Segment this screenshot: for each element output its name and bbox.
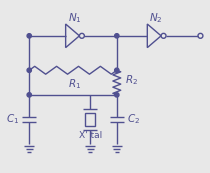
- Text: $R_2$: $R_2$: [125, 74, 138, 88]
- Circle shape: [115, 93, 119, 97]
- Circle shape: [115, 34, 119, 38]
- Circle shape: [27, 68, 32, 72]
- Bar: [85, 113, 95, 126]
- Circle shape: [27, 93, 32, 97]
- Text: $C_2$: $C_2$: [127, 113, 140, 126]
- Text: $C_1$: $C_1$: [6, 113, 19, 126]
- Circle shape: [27, 34, 32, 38]
- Text: $R_1$: $R_1$: [68, 77, 82, 91]
- Circle shape: [115, 68, 119, 72]
- Text: $N_1$: $N_1$: [68, 11, 81, 25]
- Text: X' tal: X' tal: [79, 131, 102, 140]
- Text: $N_2$: $N_2$: [149, 11, 163, 25]
